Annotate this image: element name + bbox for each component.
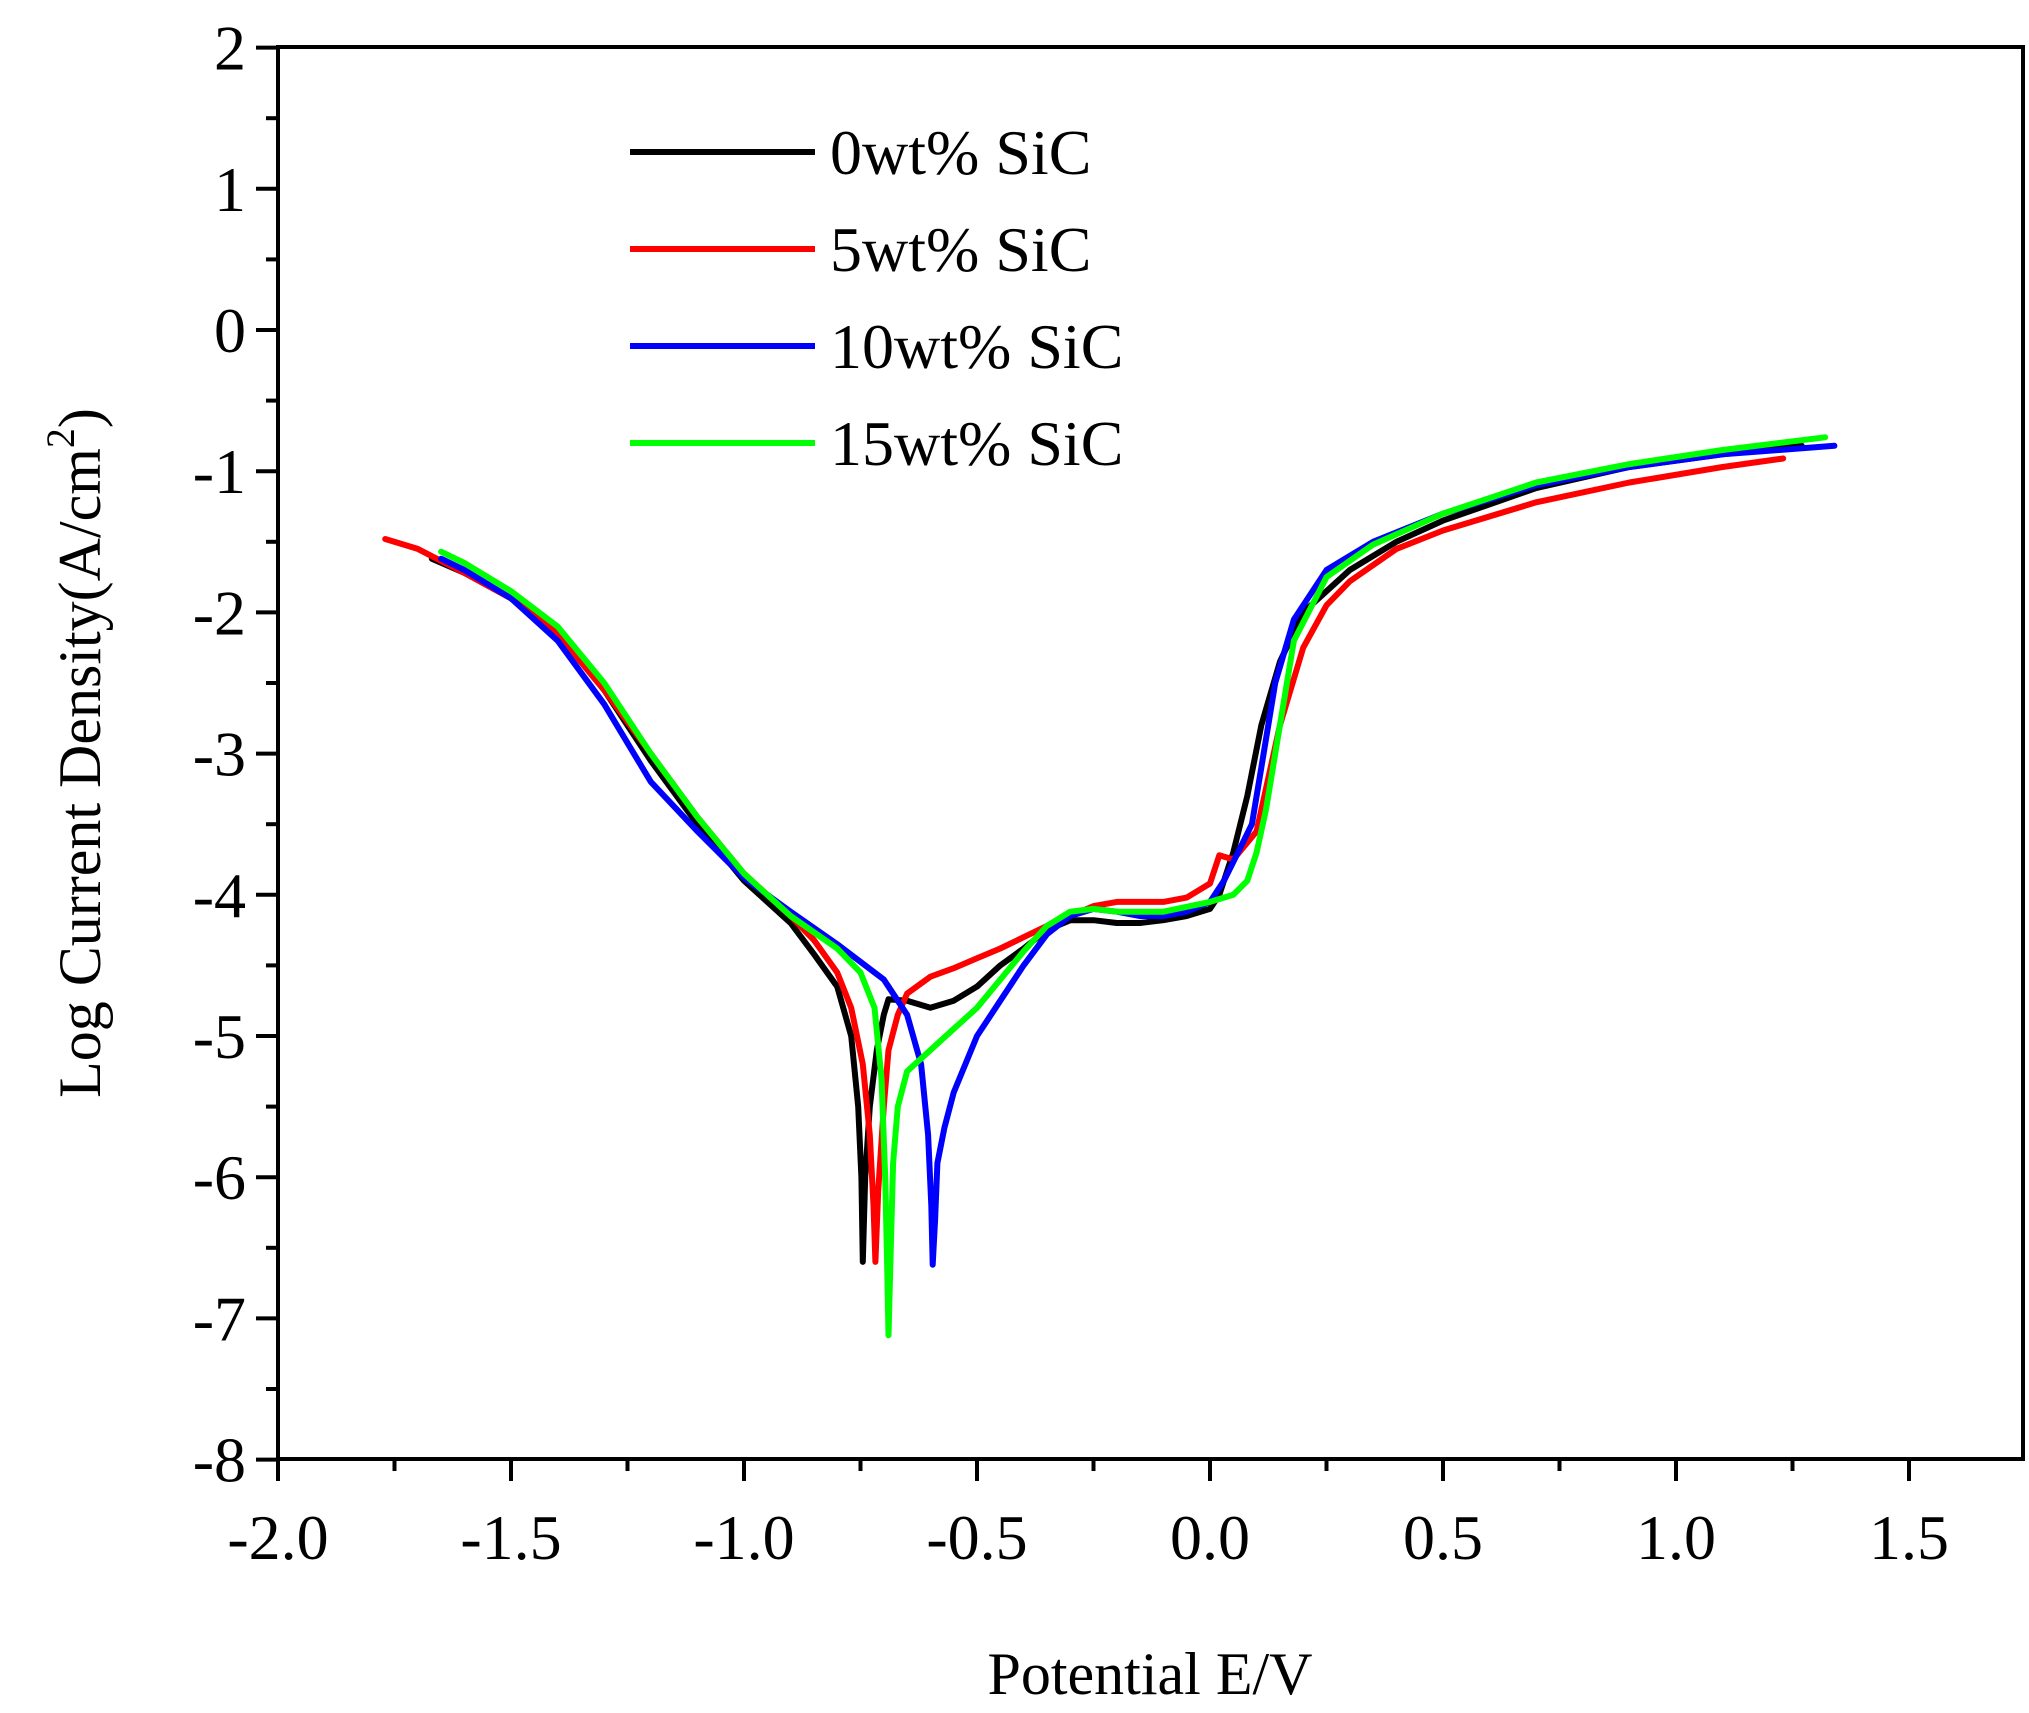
y-tick-label: -1 — [193, 436, 246, 507]
x-tick-label: 1.0 — [1636, 1502, 1716, 1573]
y-tick-label: -7 — [193, 1283, 246, 1354]
y-tick-label: -4 — [193, 860, 246, 931]
y-tick-label: 1 — [214, 154, 246, 225]
plot-frame — [276, 45, 2025, 1461]
y-axis-title-superscript: 2 — [38, 428, 83, 448]
x-tick-label: 1.5 — [1869, 1502, 1949, 1573]
y-tick-label: -6 — [193, 1142, 246, 1213]
x-tick-label: -0.5 — [926, 1502, 1027, 1573]
y-tick-label: -2 — [193, 577, 246, 648]
axis-ticks — [256, 45, 1911, 1481]
x-axis-title: Potential E/V — [988, 1641, 1313, 1707]
y-tick-label: 0 — [214, 295, 246, 366]
series-line-10wt-sic — [438, 442, 1838, 1268]
y-tick-label: -3 — [193, 719, 246, 790]
x-tick-label: 0.5 — [1403, 1502, 1483, 1573]
y-tick-label: -5 — [193, 1001, 246, 1072]
x-tick-label: -2.0 — [227, 1502, 328, 1573]
legend-label: 0wt% SiC — [830, 117, 1091, 188]
x-tick-label: -1.5 — [460, 1502, 561, 1573]
series-line-15wt-sic — [438, 434, 1829, 1339]
y-tick-label: -8 — [193, 1425, 246, 1496]
legend-label: 15wt% SiC — [830, 408, 1123, 479]
series-line-0wt-sic — [428, 442, 1805, 1265]
series-layer — [382, 434, 1838, 1339]
legend-label: 10wt% SiC — [830, 311, 1123, 382]
y-tick-label: 2 — [214, 13, 246, 84]
x-tick-label: 0.0 — [1170, 1502, 1250, 1573]
y-axis-title-close: ) — [47, 408, 113, 428]
x-tick-label: -1.0 — [693, 1502, 794, 1573]
y-axis-title-main: Log Current Density(A/cm — [47, 448, 113, 1098]
y-axis-title: Log Current Density(A/cm2) — [38, 408, 113, 1098]
axis-tick-labels: -2.0 -1.5 -1.0 -0.5 0.0 0.5 1.0 1.5 2 1 0 -1 -2 -3 -4 -… — [193, 13, 1949, 1573]
legend-label: 5wt% SiC — [830, 214, 1091, 285]
series-line-5wt-sic — [382, 455, 1787, 1265]
legend: 0wt% SiC 5wt% SiC 10wt% SiC 15wt% SiC — [630, 117, 1123, 479]
